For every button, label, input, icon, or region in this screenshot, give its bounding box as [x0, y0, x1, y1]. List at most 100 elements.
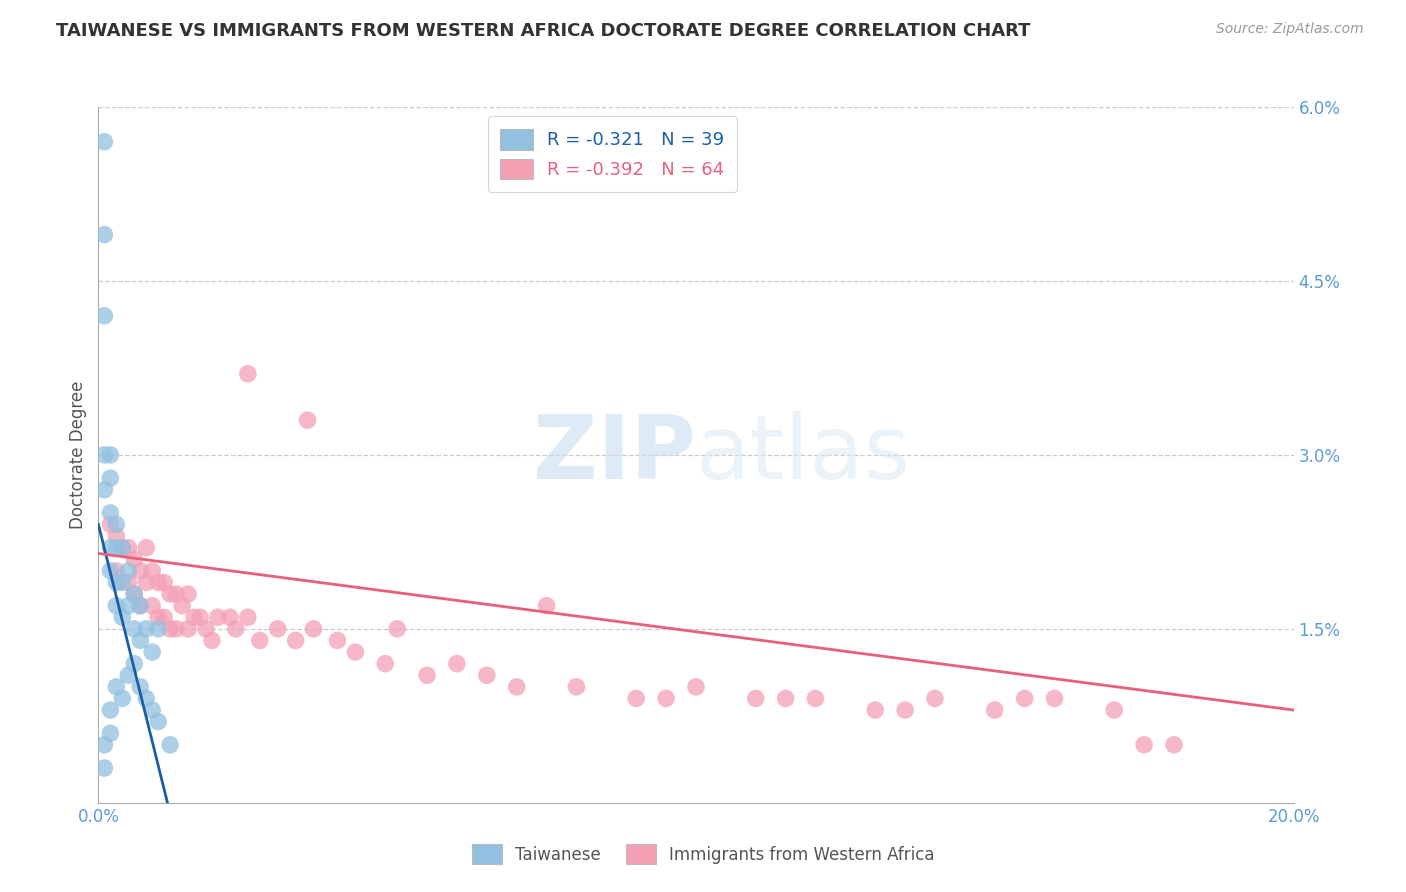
- Point: [100, 703, 122, 717]
- Point: [100, 506, 122, 520]
- Point: [1104, 703, 1126, 717]
- Point: [141, 599, 163, 613]
- Point: [804, 691, 827, 706]
- Point: [93, 761, 115, 775]
- Point: [148, 610, 170, 624]
- Point: [100, 726, 122, 740]
- Y-axis label: Doctorate Degree: Doctorate Degree: [69, 381, 87, 529]
- Point: [267, 622, 290, 636]
- Point: [93, 448, 115, 462]
- Point: [745, 691, 768, 706]
- Point: [148, 714, 170, 729]
- Point: [105, 564, 128, 578]
- Point: [924, 691, 946, 706]
- Point: [536, 599, 558, 613]
- Point: [141, 564, 163, 578]
- Point: [135, 691, 157, 706]
- Text: ZIP: ZIP: [533, 411, 696, 499]
- Point: [100, 517, 122, 532]
- Point: [93, 483, 115, 497]
- Point: [148, 575, 170, 590]
- Point: [111, 541, 134, 555]
- Point: [165, 587, 187, 601]
- Point: [105, 541, 128, 555]
- Point: [183, 610, 205, 624]
- Point: [117, 564, 139, 578]
- Point: [326, 633, 349, 648]
- Point: [111, 541, 134, 555]
- Point: [100, 471, 122, 485]
- Point: [135, 575, 157, 590]
- Point: [249, 633, 271, 648]
- Point: [188, 610, 211, 624]
- Point: [385, 622, 409, 636]
- Text: atlas: atlas: [696, 411, 911, 499]
- Point: [153, 610, 176, 624]
- Point: [100, 564, 122, 578]
- Point: [129, 599, 152, 613]
- Point: [129, 564, 152, 578]
- Point: [105, 575, 128, 590]
- Point: [374, 657, 396, 671]
- Point: [506, 680, 529, 694]
- Point: [195, 622, 218, 636]
- Point: [1163, 738, 1185, 752]
- Point: [124, 657, 146, 671]
- Point: [124, 587, 146, 601]
- Point: [172, 599, 194, 613]
- Point: [894, 703, 917, 717]
- Legend: R = -0.321   N = 39, R = -0.392   N = 64: R = -0.321 N = 39, R = -0.392 N = 64: [488, 116, 737, 192]
- Point: [655, 691, 678, 706]
- Point: [201, 633, 224, 648]
- Point: [129, 599, 152, 613]
- Point: [1043, 691, 1066, 706]
- Point: [129, 680, 152, 694]
- Point: [297, 413, 319, 427]
- Point: [416, 668, 439, 682]
- Point: [111, 575, 134, 590]
- Point: [105, 680, 128, 694]
- Point: [105, 599, 128, 613]
- Point: [1133, 738, 1156, 752]
- Point: [236, 610, 259, 624]
- Point: [141, 703, 163, 717]
- Text: TAIWANESE VS IMMIGRANTS FROM WESTERN AFRICA DOCTORATE DEGREE CORRELATION CHART: TAIWANESE VS IMMIGRANTS FROM WESTERN AFR…: [56, 22, 1031, 40]
- Point: [159, 622, 181, 636]
- Point: [141, 645, 163, 659]
- Point: [105, 529, 128, 543]
- Point: [177, 587, 200, 601]
- Point: [135, 622, 157, 636]
- Point: [177, 622, 200, 636]
- Point: [117, 599, 139, 613]
- Point: [93, 309, 115, 323]
- Point: [344, 645, 367, 659]
- Point: [775, 691, 797, 706]
- Point: [148, 622, 170, 636]
- Point: [124, 622, 146, 636]
- Point: [1014, 691, 1036, 706]
- Point: [302, 622, 325, 636]
- Point: [105, 517, 128, 532]
- Point: [565, 680, 588, 694]
- Point: [475, 668, 498, 682]
- Point: [93, 738, 115, 752]
- Point: [100, 448, 122, 462]
- Point: [236, 367, 259, 381]
- Point: [984, 703, 1007, 717]
- Legend: Taiwanese, Immigrants from Western Africa: Taiwanese, Immigrants from Western Afric…: [465, 838, 941, 871]
- Point: [124, 587, 146, 601]
- Point: [135, 541, 157, 555]
- Point: [93, 135, 115, 149]
- Text: Source: ZipAtlas.com: Source: ZipAtlas.com: [1216, 22, 1364, 37]
- Point: [159, 738, 181, 752]
- Point: [446, 657, 468, 671]
- Point: [93, 227, 115, 242]
- Point: [153, 575, 176, 590]
- Point: [207, 610, 229, 624]
- Point: [219, 610, 242, 624]
- Point: [111, 610, 134, 624]
- Point: [225, 622, 247, 636]
- Point: [117, 541, 139, 555]
- Point: [165, 622, 187, 636]
- Point: [100, 541, 122, 555]
